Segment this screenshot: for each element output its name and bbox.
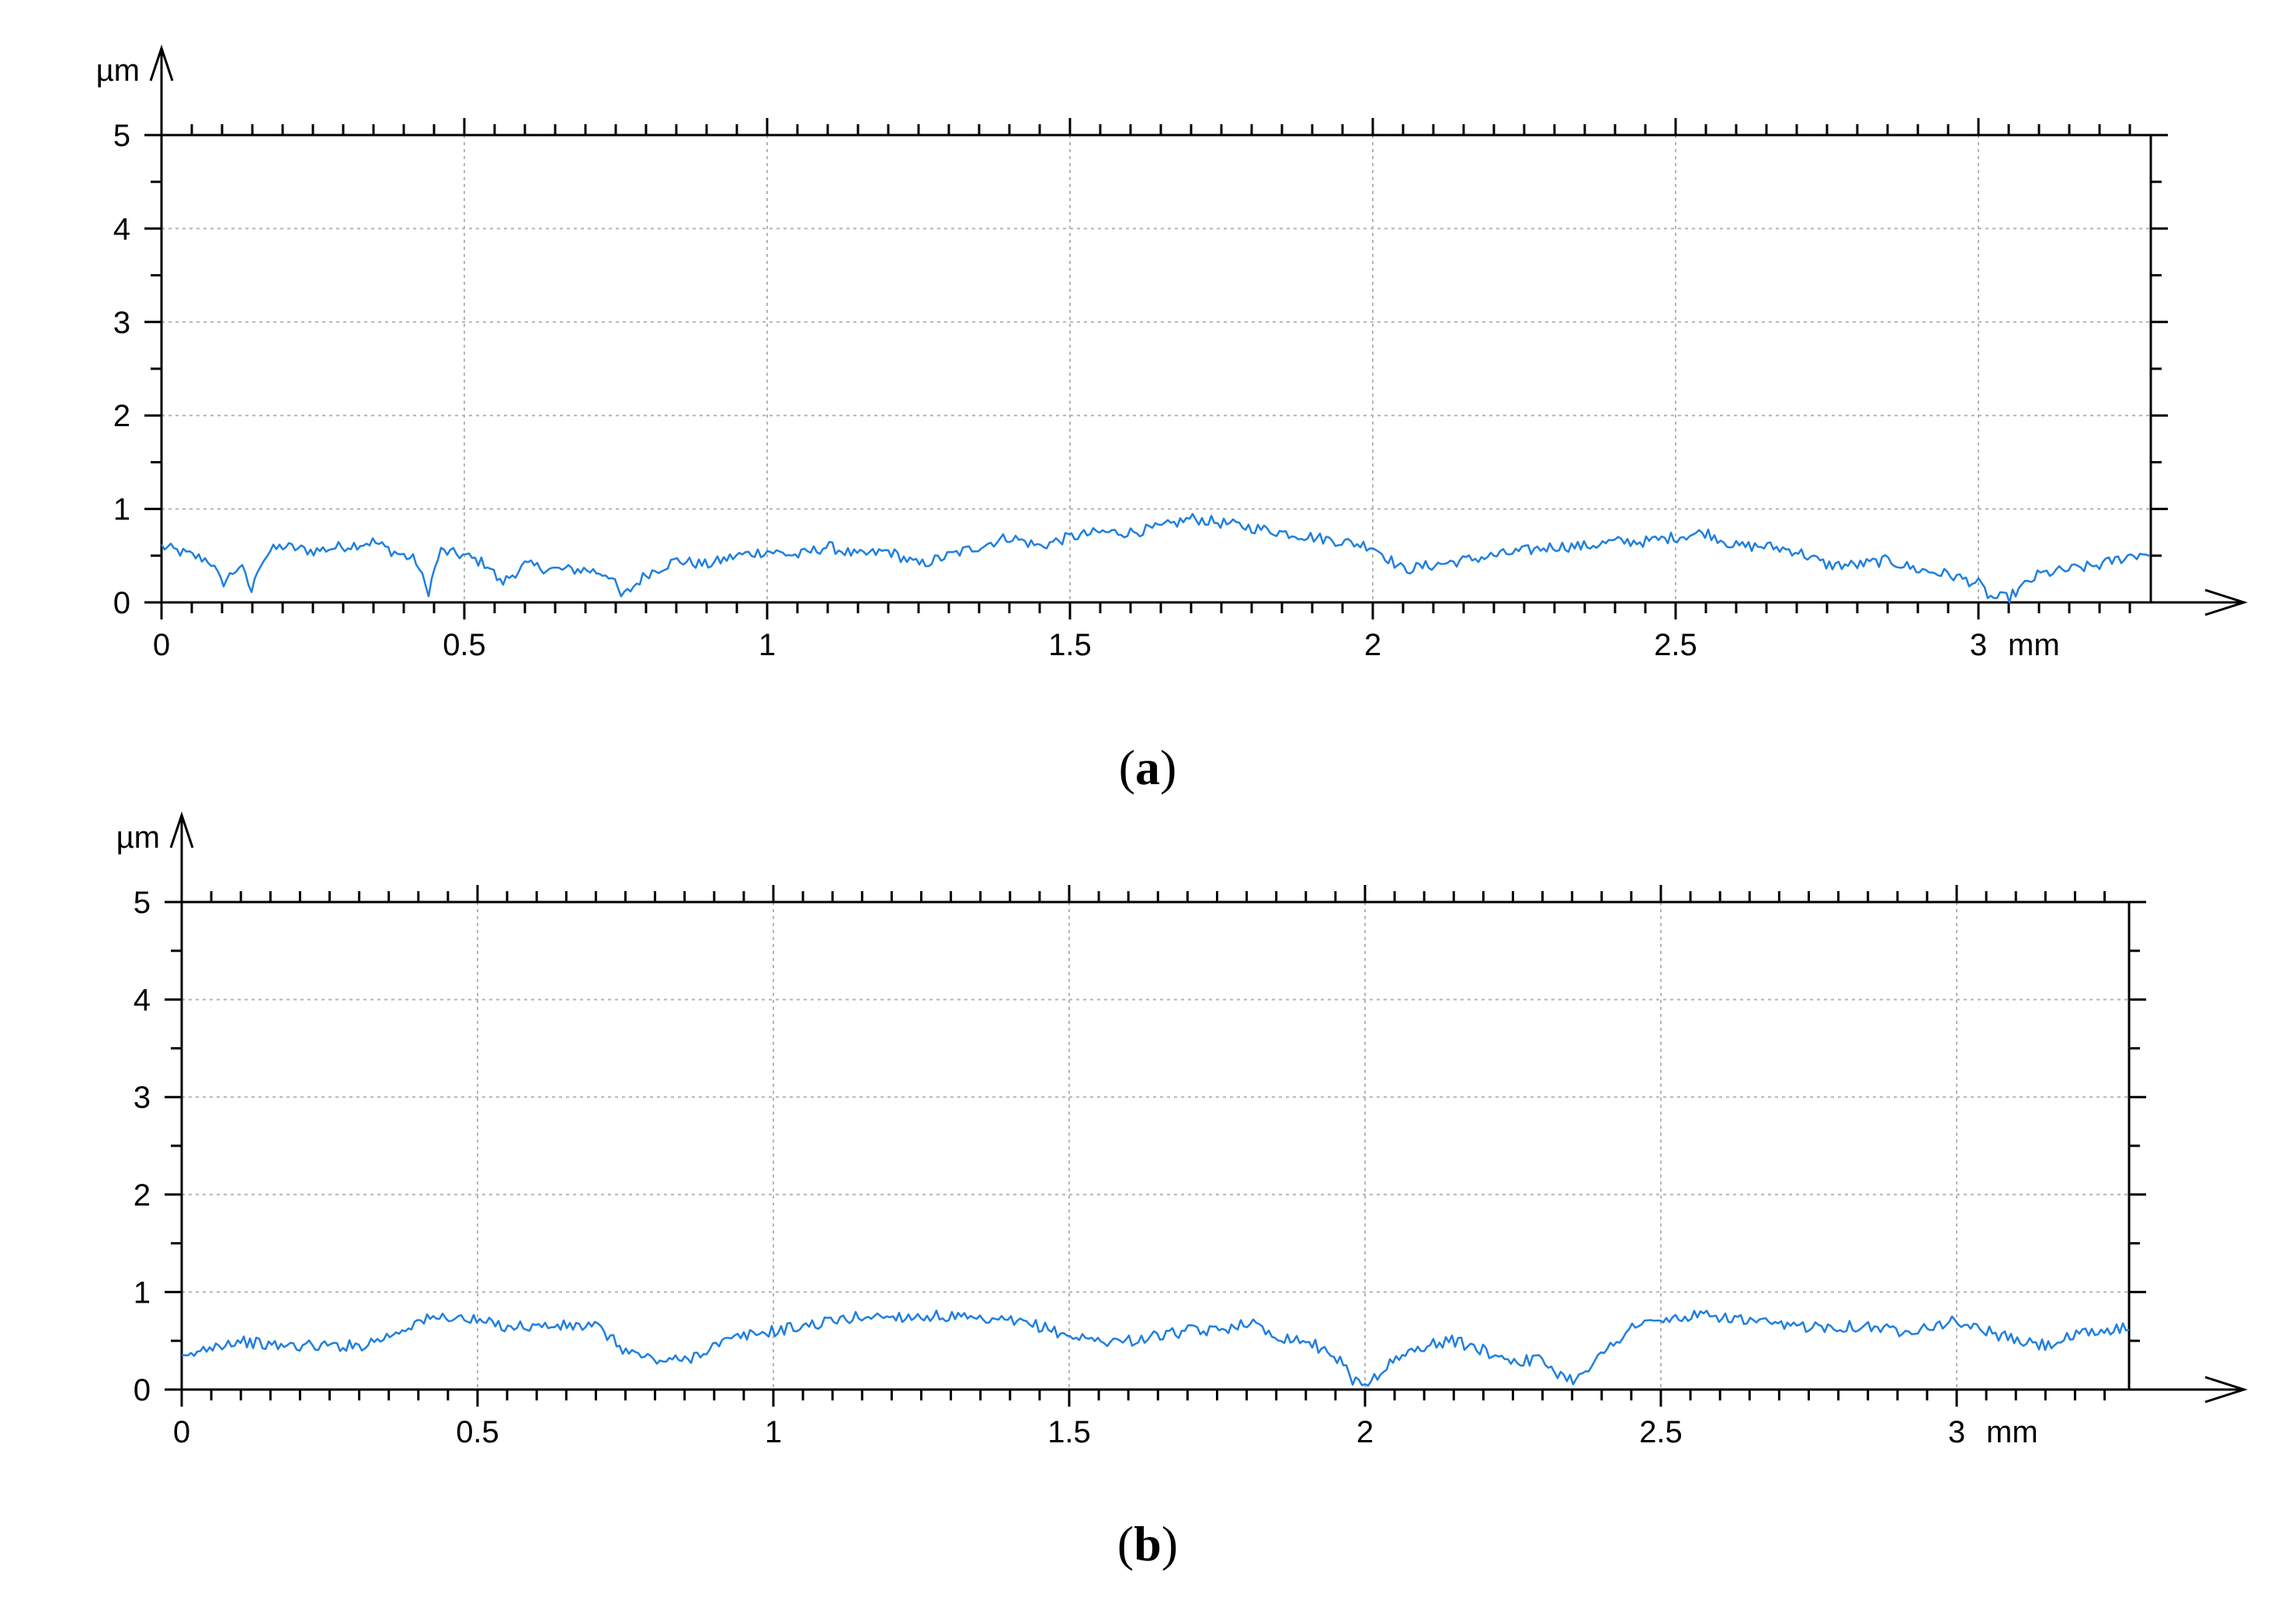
- x-tick-label: 1.5: [1048, 628, 1092, 662]
- x-tick-label: 1: [759, 628, 776, 662]
- chart-panel-b: 0 1 2 3 4 5 0 0.5 1 1.5 2 2.5 3 mm µm (b): [116, 811, 2248, 1571]
- x-tick-label: 3: [1970, 628, 1987, 662]
- y-axis-arrow: [169, 811, 194, 848]
- y-tick-label: 2: [134, 1178, 151, 1213]
- y-tick-label: 5: [134, 886, 151, 920]
- y-unit-label: µm: [116, 821, 160, 855]
- series-line: [181, 1310, 2130, 1387]
- y-axis-arrow: [149, 44, 174, 82]
- chart-panel-a: 0 1 2 3 4 5 0 0.5 1 1.5 2 2.5 3 mm µm (a): [96, 44, 2248, 795]
- y-tick-label: 4: [113, 212, 130, 246]
- y-tick-label: 2: [113, 399, 130, 433]
- x-tick-label: 0.5: [456, 1415, 499, 1449]
- panel-caption: (a): [1119, 740, 1177, 795]
- y-tick-label: 5: [113, 119, 130, 153]
- y-unit-label: µm: [96, 54, 140, 88]
- x-tick-label: 1: [765, 1415, 782, 1449]
- x-axis-arrow: [2204, 1376, 2248, 1404]
- y-tick-label: 3: [134, 1081, 151, 1115]
- x-tick-label: 2.5: [1654, 628, 1697, 662]
- x-tick-label: 0: [153, 628, 170, 662]
- y-tick-label: 1: [134, 1275, 151, 1310]
- panel-letter: a: [1135, 740, 1160, 795]
- x-tick-label: 2.5: [1639, 1415, 1683, 1449]
- x-axis-arrow: [2204, 588, 2248, 616]
- x-tick-label: 0: [173, 1415, 190, 1449]
- panel-caption: (b): [1117, 1516, 1178, 1571]
- x-tick-label: 1.5: [1047, 1415, 1091, 1449]
- x-unit-label: mm: [1986, 1415, 2038, 1449]
- y-tick-label: 3: [113, 306, 130, 340]
- x-unit-label: mm: [2008, 628, 2060, 662]
- x-tick-label: 2: [1364, 628, 1381, 662]
- x-tick-label: 0.5: [443, 628, 486, 662]
- series-line: [160, 512, 2150, 604]
- x-tick-label: 2: [1356, 1415, 1374, 1449]
- y-tick-label: 0: [113, 586, 130, 620]
- y-tick-label: 1: [113, 493, 130, 527]
- y-tick-label: 4: [134, 984, 151, 1018]
- x-tick-label: 3: [1948, 1415, 1965, 1449]
- panel-letter: b: [1134, 1516, 1162, 1571]
- y-tick-label: 0: [134, 1373, 151, 1407]
